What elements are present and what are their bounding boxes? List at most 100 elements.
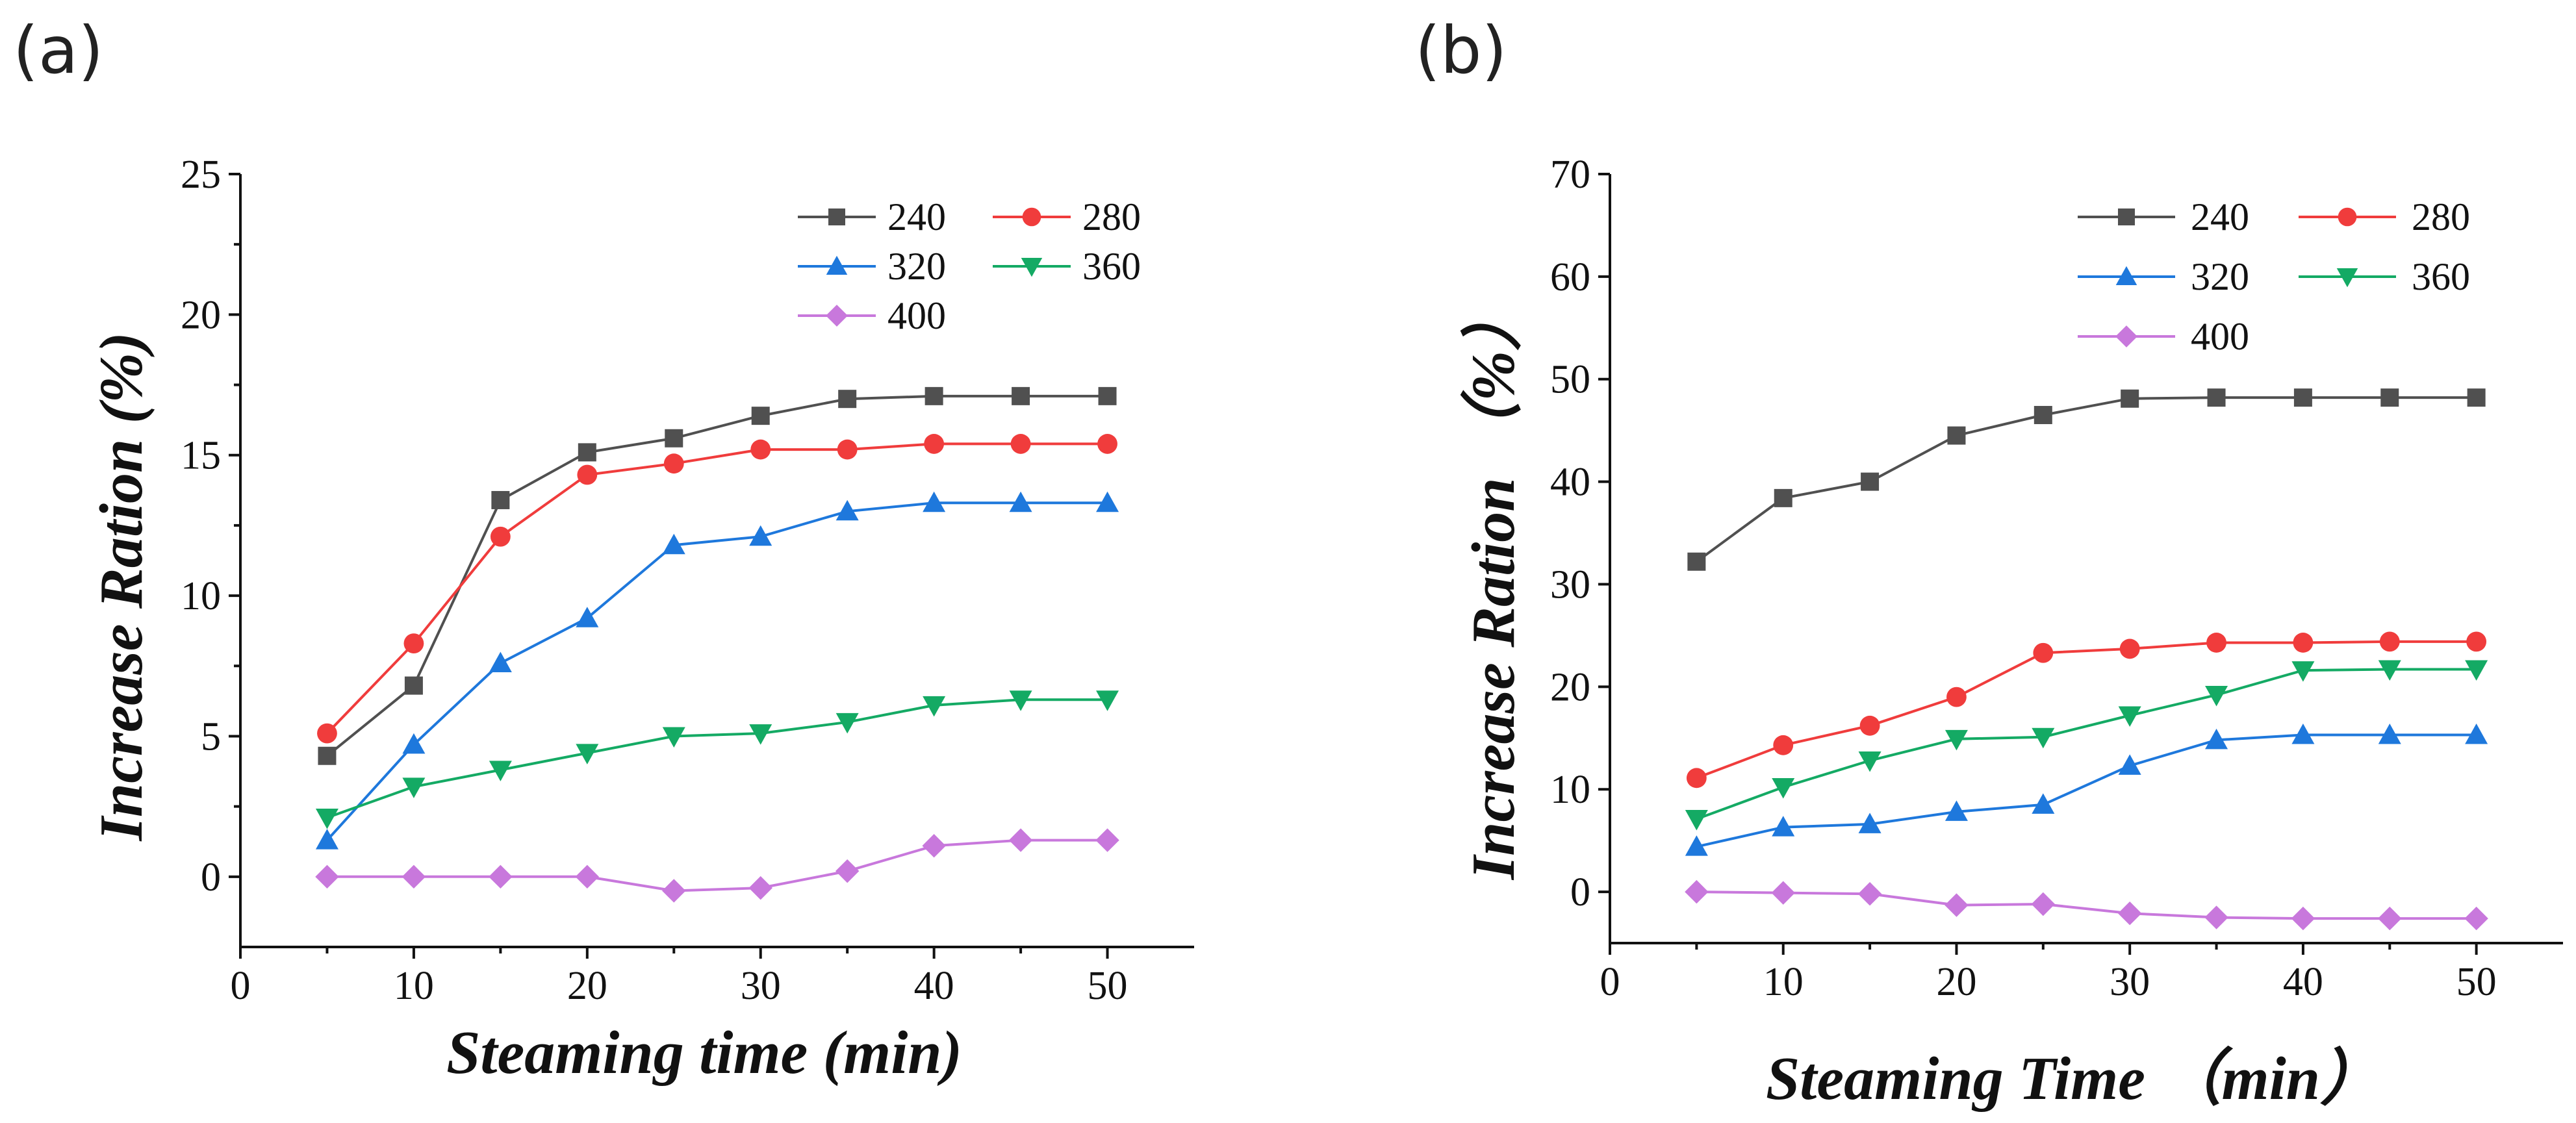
series-360-line: [326, 698, 1108, 819]
legend-label: 280: [2412, 196, 2470, 238]
legend-label: 320: [887, 245, 946, 288]
x-tick-label: 40: [2283, 960, 2323, 1004]
x-axis-title: Steaming time (min): [446, 1019, 962, 1087]
legend-entry-360: 360: [2299, 255, 2470, 298]
data-point-360: [2378, 660, 2401, 681]
series-240-line: [326, 394, 1108, 757]
data-point-360: [2291, 661, 2315, 682]
data-point-400: [1857, 882, 1882, 906]
x-tick-label: 10: [394, 964, 434, 1008]
data-point-240: [665, 429, 683, 448]
series-320: [1685, 724, 2488, 856]
data-point-240: [1098, 386, 1117, 405]
series-400: [315, 828, 1119, 903]
legend: 240 280 320 360 400: [798, 196, 1141, 337]
series-400-line: [1696, 890, 2477, 920]
data-point-360: [402, 777, 426, 798]
data-point-400: [2291, 906, 2315, 931]
series-360: [1685, 660, 2488, 831]
y-tick-label: 20: [1550, 665, 1590, 709]
legend-marker: [828, 208, 845, 225]
data-point-320: [662, 533, 685, 555]
series-320: [315, 491, 1119, 850]
legend-marker: [2118, 208, 2135, 225]
panel-a: (a) 0 5 10 15 20 25 0 10 20 30 40 50 Steaming time (m…: [13, 12, 1194, 1087]
series-360: [315, 690, 1119, 829]
data-point-280: [750, 439, 771, 460]
y-tick-label: 50: [1550, 358, 1590, 402]
data-point-240: [2121, 389, 2139, 408]
panel-label: (a): [13, 12, 103, 88]
legend-marker: [2115, 325, 2137, 347]
legend-marker: [1022, 207, 1041, 227]
data-point-360: [576, 744, 599, 764]
data-point-360: [489, 761, 512, 781]
data-point-320: [2291, 724, 2315, 744]
data-point-400: [662, 879, 686, 903]
data-point-400: [2117, 902, 2142, 926]
legend-marker: [826, 255, 848, 275]
legend-marker: [2115, 266, 2137, 285]
legend-label: 400: [2191, 315, 2249, 358]
data-point-240: [2467, 388, 2486, 407]
legend-label: 360: [2412, 255, 2470, 298]
y-tick-label: 40: [1550, 461, 1590, 505]
x-tick-label: 30: [2110, 960, 2150, 1004]
data-point-240: [404, 676, 423, 695]
y-tick-label: 10: [1550, 768, 1590, 812]
series-400-line: [327, 839, 1108, 892]
data-point-320: [1685, 835, 1708, 856]
y-axis-title: Increase Ration （%）: [1460, 290, 1527, 881]
data-point-240: [1947, 426, 1966, 445]
data-point-400: [748, 876, 772, 900]
data-point-280: [2293, 633, 2314, 653]
data-point-400: [922, 834, 946, 858]
data-point-360: [1772, 778, 1795, 799]
data-point-360: [1945, 729, 1968, 751]
y-tick-label: 70: [1550, 153, 1590, 197]
x-tick-label: 40: [914, 964, 954, 1008]
data-point-240: [2034, 405, 2052, 424]
data-point-360: [1096, 690, 1119, 711]
data-point-240: [1012, 386, 1030, 405]
legend-marker: [2338, 207, 2357, 227]
data-point-240: [578, 443, 596, 462]
data-point-320: [1772, 816, 1795, 837]
data-point-240: [1687, 552, 1706, 571]
legend-marker: [826, 305, 848, 327]
data-point-360: [2032, 727, 2055, 749]
data-point-280: [577, 464, 598, 485]
data-point-280: [2466, 631, 2487, 652]
data-point-240: [1774, 488, 1792, 507]
x-tick-label: 50: [1088, 964, 1128, 1008]
data-point-280: [317, 723, 337, 744]
legend-entry-240: 240: [798, 196, 946, 238]
data-point-280: [490, 526, 511, 547]
series-280-line: [1696, 640, 2477, 779]
data-point-280: [1773, 735, 1794, 755]
data-point-320: [402, 733, 426, 754]
y-tick-label: 20: [181, 293, 221, 337]
series-320-line: [1696, 733, 2477, 848]
data-point-280: [837, 439, 858, 460]
series-280: [317, 434, 1117, 744]
data-point-280: [924, 434, 945, 454]
y-tick-label: 25: [181, 153, 221, 197]
legend-entry-320: 320: [2078, 255, 2249, 298]
legend-entry-400: 400: [2078, 315, 2249, 358]
data-point-400: [835, 859, 860, 883]
legend-entry-240: 240: [2078, 196, 2249, 238]
data-point-280: [2119, 638, 2140, 659]
data-point-240: [925, 386, 943, 405]
series-400: [1685, 879, 2488, 931]
x-tick-label: 20: [567, 964, 607, 1008]
data-point-400: [2378, 906, 2402, 931]
data-point-320: [2032, 793, 2055, 814]
data-point-400: [2204, 905, 2228, 929]
data-point-320: [1858, 813, 1881, 833]
data-point-320: [2465, 724, 2488, 744]
data-point-400: [1685, 879, 1709, 904]
data-point-360: [2205, 685, 2228, 707]
x-tick-label: 10: [1763, 960, 1804, 1004]
series-280: [1686, 631, 2487, 789]
